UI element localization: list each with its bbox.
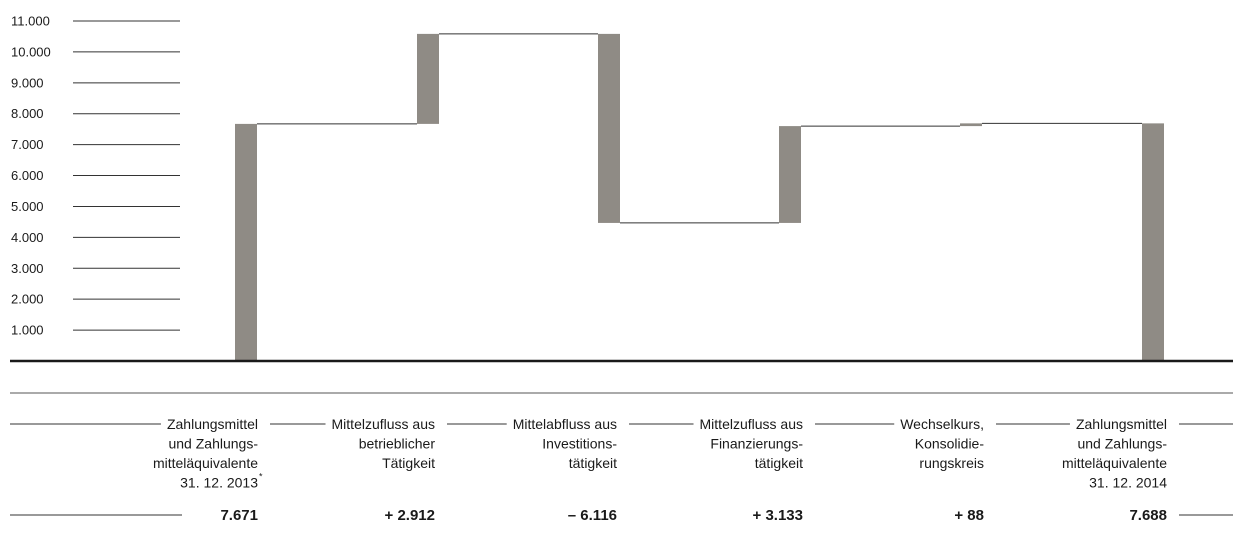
y-tick-label: 3.000 xyxy=(11,261,44,276)
y-tick-label: 2.000 xyxy=(11,292,44,307)
category-label: Wechselkurs, Konsolidie-rungskreis xyxy=(900,416,984,471)
y-tick-label: 7.000 xyxy=(11,137,44,152)
step-value-label: + 88 xyxy=(954,507,984,524)
waterfall-bar xyxy=(598,33,620,223)
waterfall-bar xyxy=(779,126,801,223)
y-tick-label: 11.000 xyxy=(11,14,50,29)
y-tick-label: 9.000 xyxy=(11,75,44,90)
category-label: Mittelabfluss aus Investitions-tätigkeit xyxy=(513,416,618,471)
waterfall-bar xyxy=(417,33,439,124)
waterfall-bar xyxy=(235,123,257,361)
step-value-label: + 3.133 xyxy=(753,507,803,524)
category-label: Zahlungsmittel und Zahlungs-mitteläquival… xyxy=(153,416,258,491)
waterfall-bar xyxy=(1142,123,1164,361)
footnote-mark: * xyxy=(259,472,263,482)
step-value-label: 7.671 xyxy=(220,507,258,524)
step-value-label: + 2.912 xyxy=(385,507,435,524)
y-tick-label: 1.000 xyxy=(11,323,44,338)
step-value-label: – 6.116 xyxy=(568,507,617,524)
category-label: Mittelzufluss aus betrieblicher Tätigkeit xyxy=(332,416,436,471)
y-tick-label: 10.000 xyxy=(11,44,51,59)
y-tick-label: 4.000 xyxy=(11,230,44,245)
step-value-label: 7.688 xyxy=(1129,507,1167,524)
y-tick-label: 8.000 xyxy=(11,106,44,121)
waterfall-bar xyxy=(960,123,982,127)
y-tick-label: 5.000 xyxy=(11,199,44,214)
category-label: Mittelzufluss aus Finanzierungs-tätigkeit xyxy=(700,416,804,471)
category-label: Zahlungsmittel und Zahlungs-mitteläquival… xyxy=(1062,416,1167,491)
y-tick-label: 6.000 xyxy=(11,168,44,183)
